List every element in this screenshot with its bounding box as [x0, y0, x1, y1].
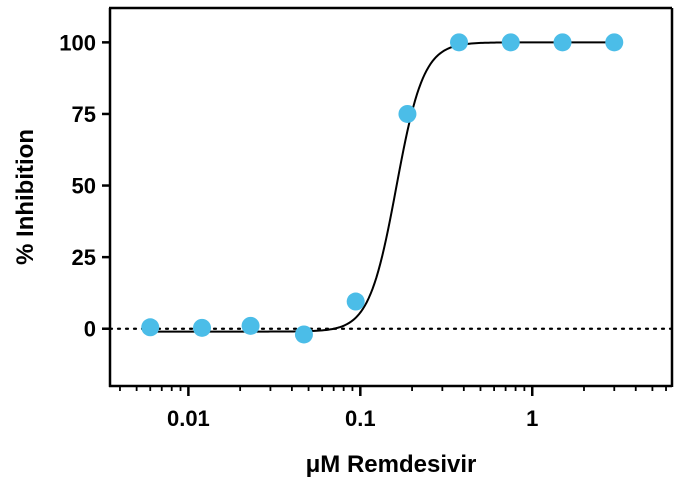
data-point — [501, 33, 520, 52]
y-tick-label: 0 — [84, 317, 96, 342]
data-point — [192, 318, 211, 337]
x-tick-label: 1 — [526, 406, 538, 431]
data-point — [553, 33, 572, 52]
data-point — [241, 316, 260, 335]
fit-curve-layer — [150, 41, 615, 333]
data-points — [141, 33, 624, 344]
y-tick-label: 50 — [72, 174, 96, 199]
data-point — [141, 318, 160, 337]
data-point — [398, 104, 417, 123]
x-tick-label: 0.1 — [345, 406, 376, 431]
y-axis-title: % Inhibition — [12, 129, 39, 265]
fit-curve — [150, 41, 615, 333]
axes: 0 25 50 75 100 0.01 0.1 1 — [59, 6, 674, 431]
y-tick-label: 75 — [72, 102, 96, 127]
data-point — [450, 33, 469, 52]
y-tick-label: 25 — [72, 245, 96, 270]
x-axis-title: μM Remdesivir — [306, 451, 477, 478]
x-tick-label: 0.01 — [167, 406, 210, 431]
data-point — [346, 292, 365, 311]
y-tick-label: 100 — [59, 30, 96, 55]
data-point — [294, 325, 313, 344]
data-point — [605, 33, 624, 52]
